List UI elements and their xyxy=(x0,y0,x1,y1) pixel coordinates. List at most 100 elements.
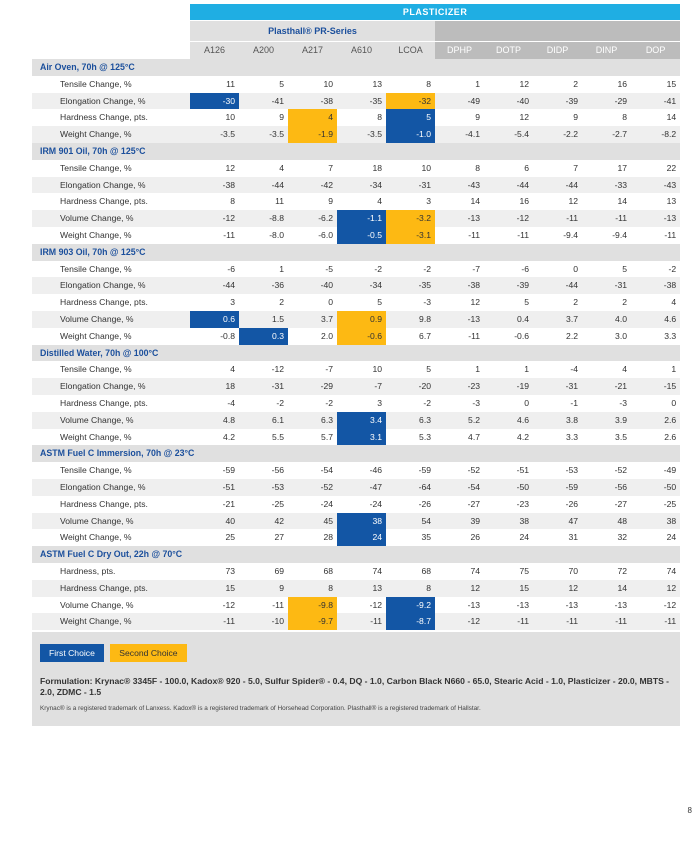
value-cell: -12 xyxy=(484,210,533,227)
table-row: Elongation Change, % -44 -36 -40 -34 -35 -38 -3… xyxy=(32,277,681,295)
table-row: Volume Change, % 40 42 45 38 54 39 38 47 48 38 xyxy=(32,512,681,530)
table-row: Weight Change, % -11 -10 -9.7 -11 -8.7 -12 -11-… xyxy=(32,613,681,631)
value-cell: 5 xyxy=(279,78,284,89)
value-cell: 5.2 xyxy=(435,411,484,429)
value-cell: -4 xyxy=(227,397,235,408)
row-label: Hardness Change, pts. xyxy=(60,112,148,123)
second-choice-cell: -3.2 xyxy=(386,210,435,227)
table-row: Hardness Change, pts. 8 11 9 4 3 14 16 12 14 13 xyxy=(32,193,680,210)
value-cell: -11 xyxy=(582,613,631,631)
legend-area: First Choice Second Choice Formulation: … xyxy=(32,632,680,727)
value-cell: 4.8 xyxy=(190,411,239,429)
value-cell: -26 xyxy=(418,498,431,509)
value-cell: 38 xyxy=(631,512,681,530)
value-cell: -11 xyxy=(517,229,529,240)
value-cell: 2 xyxy=(573,297,578,308)
value-cell: 4 xyxy=(230,364,235,375)
value-cell: -23 xyxy=(516,498,529,509)
value-cell: -59 xyxy=(418,465,431,476)
value-cell: -12 xyxy=(271,364,284,375)
value-cell: -31 xyxy=(386,176,435,194)
value-cell: -50 xyxy=(484,478,533,496)
table-row: Tensile Change, % 11 5 10 13 8 1 12 2 16 15 xyxy=(32,76,680,93)
value-cell: 6.3 xyxy=(288,411,337,429)
second-choice-cell: -9.8 xyxy=(288,596,337,614)
value-cell: -13 xyxy=(516,599,529,610)
value-cell: -31 xyxy=(239,378,288,395)
value-cell: -31 xyxy=(533,378,582,395)
value-cell: -0.8 xyxy=(220,330,235,341)
value-cell: -27 xyxy=(467,498,480,509)
row-label: Elongation Change, % xyxy=(32,277,190,295)
value-cell: -3.5 xyxy=(190,126,239,143)
first-choice-cell: -9.2 xyxy=(386,596,435,614)
value-cell: 1 xyxy=(475,78,480,89)
value-cell: -2.2 xyxy=(533,126,582,143)
row-label: Tensile Change, % xyxy=(60,78,132,89)
value-cell: 26 xyxy=(470,532,480,543)
column-header-dinp: DINP xyxy=(582,41,631,59)
value-cell: 11 xyxy=(275,196,284,207)
second-choice-cell: -0.6 xyxy=(337,327,386,345)
value-cell: 2 xyxy=(279,297,284,308)
value-cell: 3 xyxy=(377,397,382,408)
series-header: Plasthall® PR-Series xyxy=(190,20,435,42)
value-cell: 3.0 xyxy=(615,330,627,341)
value-cell: -46 xyxy=(369,465,382,476)
value-cell: -31 xyxy=(582,277,631,295)
value-cell: 16 xyxy=(617,78,627,89)
formulation-text: Formulation: Krynac® 3345F - 100.0, Kado… xyxy=(40,676,670,698)
value-cell: 4.6 xyxy=(631,310,681,328)
value-cell: 3.9 xyxy=(582,411,631,429)
value-cell: -35 xyxy=(386,277,435,295)
value-cell: -29 xyxy=(582,92,631,110)
header-blank-other xyxy=(435,20,681,42)
value-cell: 5 xyxy=(622,263,627,274)
value-cell: -11 xyxy=(337,613,386,631)
first-choice-cell: -0.5 xyxy=(337,226,386,244)
value-cell: 4 xyxy=(622,364,627,375)
value-cell: -6.2 xyxy=(288,210,337,227)
row-label: Hardness Change, pts. xyxy=(60,196,148,207)
value-cell: 2.0 xyxy=(321,330,333,341)
table-row: Hardness, pts. 73 69 68 74 68 74 75 70 72 74 xyxy=(32,563,680,580)
value-cell: -39 xyxy=(533,92,582,110)
row-label: Tensile Change, % xyxy=(60,465,132,476)
value-cell: 13 xyxy=(666,196,677,207)
value-cell: 5.5 xyxy=(272,431,284,442)
value-cell: 4.2 xyxy=(223,431,235,442)
value-cell: -3 xyxy=(472,397,480,408)
row-label: Volume Change, % xyxy=(32,512,190,530)
value-cell: -43 xyxy=(435,176,484,194)
value-cell: 5 xyxy=(377,297,382,308)
value-cell: -2 xyxy=(325,397,333,408)
value-cell: -1 xyxy=(570,397,578,408)
section-title: IRM 903 Oil, 70h @ 125°C xyxy=(32,243,681,261)
value-cell: 24 xyxy=(666,532,677,543)
table-row: Weight Change, % 4.2 5.5 5.7 3.1 5.3 4.7 4.2 3.3… xyxy=(32,428,680,446)
value-cell: -34 xyxy=(337,176,386,194)
value-cell: -8.2 xyxy=(631,126,681,143)
table-row: Volume Change, % 0.6 1.5 3.7 0.9 9.8 -13 0.4 3.7… xyxy=(32,310,681,328)
column-header-a217: A217 xyxy=(288,41,337,59)
row-label: Weight Change, % xyxy=(32,613,190,631)
value-cell: 45 xyxy=(288,512,337,530)
first-choice-cell: 3.4 xyxy=(337,411,386,429)
first-choice-cell: -30 xyxy=(190,92,239,110)
value-cell: -33 xyxy=(582,176,631,194)
value-cell: -24 xyxy=(369,498,382,509)
section-title: ASTM Fuel C Dry Out, 22h @ 70°C xyxy=(32,546,681,563)
value-cell: -53 xyxy=(565,465,578,476)
table-row: Volume Change, % -12 -11 -9.8 -12 -9.2 -13 -13 -… xyxy=(32,596,680,614)
column-header-a610: A610 xyxy=(337,41,386,59)
value-cell: -12 xyxy=(663,599,677,610)
value-cell: -3.5 xyxy=(337,126,386,143)
value-cell: 11 xyxy=(226,78,235,89)
first-choice-cell: 38 xyxy=(337,512,386,530)
value-cell: 10 xyxy=(225,112,235,123)
first-choice-legend: First Choice xyxy=(40,644,104,663)
value-cell: -52 xyxy=(614,465,627,476)
section-header: ASTM Fuel C Dry Out, 22h @ 70°C xyxy=(32,546,681,563)
value-cell: 1 xyxy=(279,263,284,274)
value-cell: 6.7 xyxy=(419,330,431,341)
